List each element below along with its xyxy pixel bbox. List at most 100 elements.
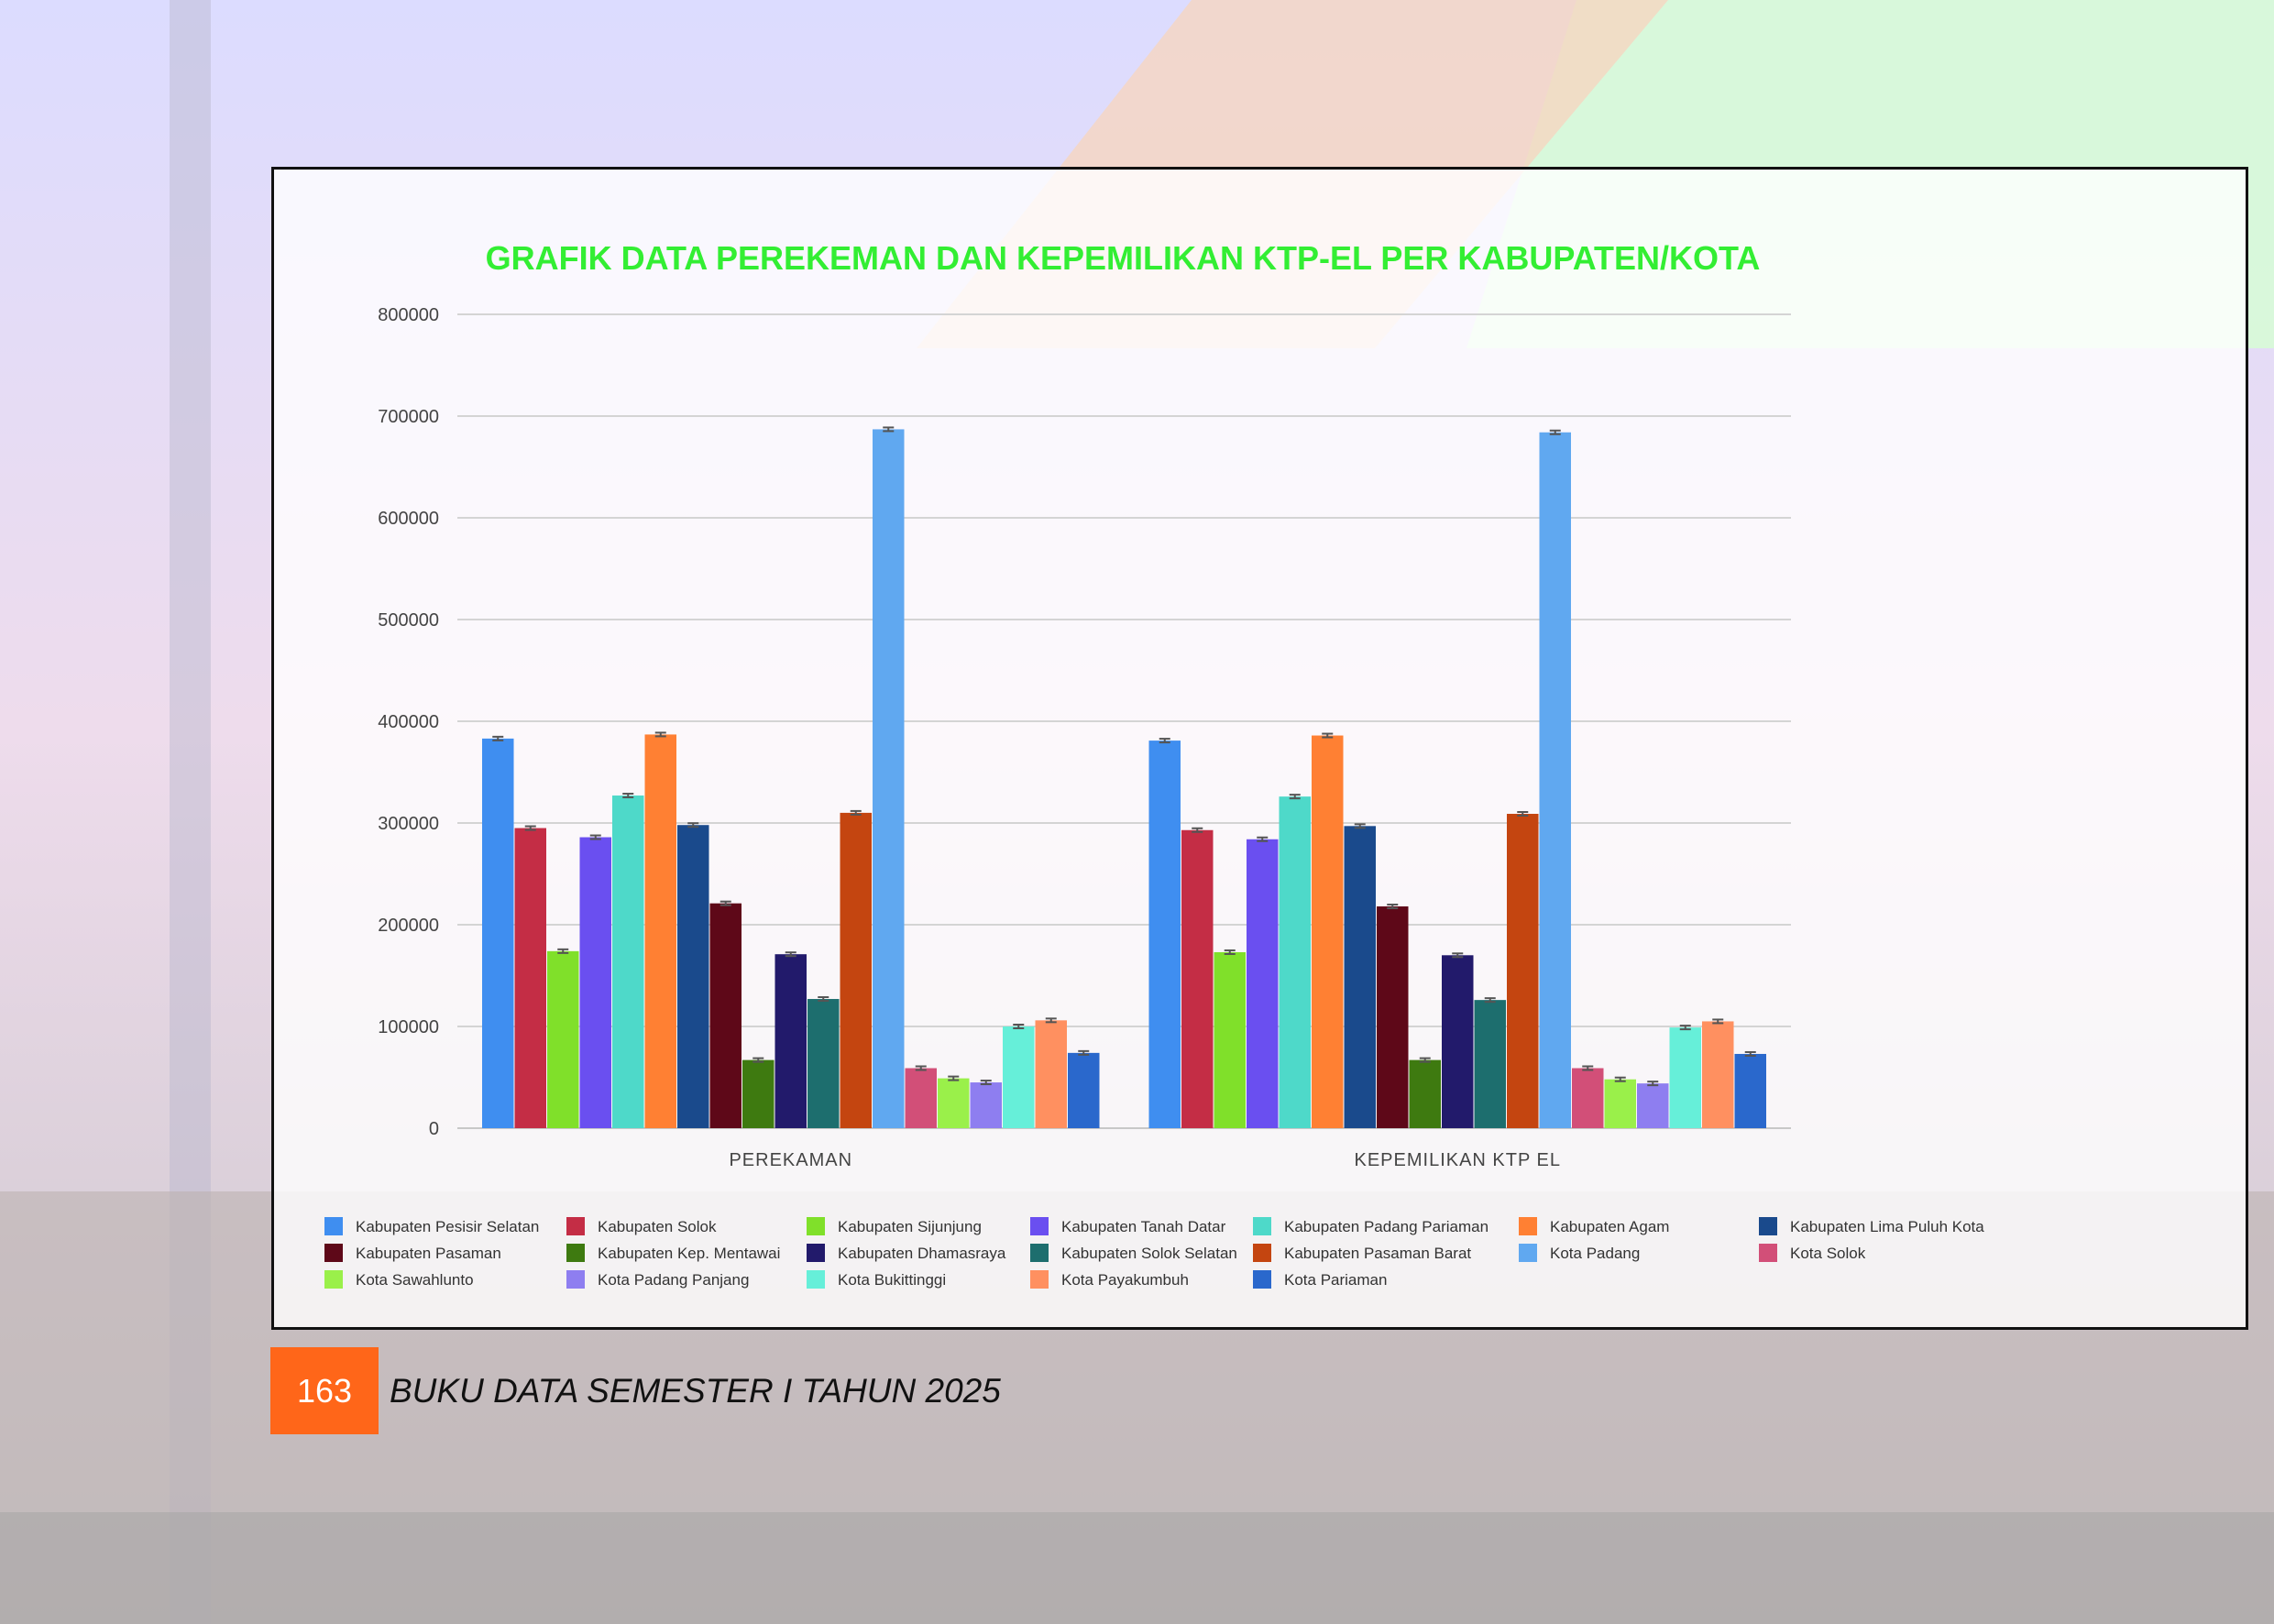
- bar: [1734, 1053, 1766, 1128]
- page-number-box: 163: [270, 1347, 379, 1434]
- bar: [840, 812, 872, 1128]
- legend-swatch: [324, 1270, 343, 1289]
- bar: [1474, 1000, 1506, 1128]
- bar: [1507, 814, 1539, 1128]
- legend-swatch: [807, 1244, 825, 1262]
- legend-item: Kabupaten Padang Pariaman: [1253, 1217, 1489, 1235]
- bar: [1637, 1083, 1669, 1128]
- bar: [514, 828, 546, 1128]
- bar: [1442, 955, 1474, 1128]
- y-tick-label: 400000: [378, 712, 439, 732]
- chart-frame: GRAFIK DATA PEREKEMAN DAN KEPEMILIKAN KT…: [271, 167, 2248, 1330]
- bar: [1539, 432, 1571, 1128]
- bar: [579, 837, 611, 1128]
- legend-item: Kabupaten Pesisir Selatan: [324, 1217, 539, 1235]
- bar-chart: GRAFIK DATA PEREKEMAN DAN KEPEMILIKAN KT…: [324, 239, 1984, 1289]
- chart-title: GRAFIK DATA PEREKEMAN DAN KEPEMILIKAN KT…: [486, 239, 1761, 277]
- bar: [1377, 906, 1409, 1128]
- legend-item: Kabupaten Tanah Datar: [1030, 1217, 1226, 1235]
- legend-item: Kota Bukittinggi: [807, 1270, 946, 1289]
- x-category-label: KEPEMILIKAN KTP EL: [1355, 1150, 1562, 1170]
- legend-item: Kabupaten Solok Selatan: [1030, 1244, 1237, 1262]
- legend-label: Kota Bukittinggi: [838, 1271, 946, 1289]
- bar: [1148, 741, 1181, 1128]
- bar: [1604, 1079, 1636, 1128]
- legend-label: Kabupaten Padang Pariaman: [1284, 1218, 1489, 1235]
- legend-item: Kota Solok: [1759, 1244, 1866, 1262]
- x-axis-categories: PEREKAMAN KEPEMILIKAN KTP EL: [729, 1150, 1562, 1170]
- legend-label: Kabupaten Dhamasraya: [838, 1245, 1006, 1262]
- legend-item: Kabupaten Pasaman: [324, 1244, 501, 1262]
- bar: [1669, 1027, 1701, 1128]
- y-tick-label: 100000: [378, 1017, 439, 1037]
- legend-swatch: [1253, 1217, 1271, 1235]
- bar: [905, 1068, 937, 1128]
- legend-swatch: [566, 1244, 585, 1262]
- legend-swatch: [1030, 1244, 1049, 1262]
- legend: Kabupaten Pesisir Selatan Kabupaten Solok…: [324, 1217, 1984, 1289]
- legend-item: Kabupaten Agam: [1519, 1217, 1669, 1235]
- bar: [612, 796, 644, 1128]
- bar: [1214, 951, 1246, 1128]
- legend-label: Kabupaten Solok: [598, 1218, 717, 1235]
- bar: [1035, 1020, 1067, 1128]
- legend-item: Kabupaten Pasaman Barat: [1253, 1244, 1471, 1262]
- legend-swatch: [566, 1270, 585, 1289]
- legend-label: Kabupaten Pasaman Barat: [1284, 1245, 1471, 1262]
- legend-swatch: [1030, 1217, 1049, 1235]
- y-tick-label: 0: [429, 1119, 439, 1139]
- y-tick-label: 500000: [378, 610, 439, 631]
- legend-label: Kota Sawahlunto: [356, 1271, 474, 1289]
- legend-item: Kota Padang Panjang: [566, 1270, 749, 1289]
- legend-item: Kota Sawahlunto: [324, 1270, 474, 1289]
- legend-label: Kabupaten Sijunjung: [838, 1218, 982, 1235]
- legend-swatch: [324, 1244, 343, 1262]
- y-tick-label: 200000: [378, 916, 439, 936]
- bar: [1344, 826, 1376, 1128]
- bar: [774, 954, 807, 1128]
- page-number: 163: [296, 1371, 353, 1410]
- legend-item: Kabupaten Kep. Mentawai: [566, 1244, 780, 1262]
- legend-swatch: [1253, 1244, 1271, 1262]
- bar: [709, 903, 742, 1128]
- y-tick-label: 300000: [378, 814, 439, 834]
- bar: [1068, 1052, 1100, 1128]
- bar: [1409, 1059, 1441, 1128]
- legend-item: Kota Payakumbuh: [1030, 1270, 1189, 1289]
- y-tick-label: 800000: [378, 305, 439, 325]
- y-axis-ticks: 0 100000 200000 300000 400000 500000 600000 700…: [378, 305, 439, 1139]
- bar: [1279, 796, 1311, 1128]
- bar: [547, 950, 579, 1128]
- bar: [1572, 1068, 1604, 1128]
- legend-label: Kabupaten Tanah Datar: [1061, 1218, 1226, 1235]
- bar: [742, 1059, 774, 1128]
- footer-title: BUKU DATA SEMESTER I TAHUN 2025: [390, 1372, 1001, 1410]
- legend-label: Kota Padang Panjang: [598, 1271, 749, 1289]
- x-category-label: PEREKAMAN: [729, 1150, 852, 1170]
- bar: [1702, 1021, 1734, 1128]
- bar: [1247, 839, 1279, 1128]
- legend-label: Kota Payakumbuh: [1061, 1271, 1189, 1289]
- legend-item: Kota Pariaman: [1253, 1270, 1387, 1289]
- legend-swatch: [807, 1217, 825, 1235]
- legend-label: Kabupaten Pasaman: [356, 1245, 501, 1262]
- legend-label: Kota Solok: [1790, 1245, 1866, 1262]
- legend-swatch: [1030, 1270, 1049, 1289]
- bar: [807, 999, 840, 1128]
- legend-item: Kabupaten Dhamasraya: [807, 1244, 1006, 1262]
- legend-label: Kabupaten Pesisir Selatan: [356, 1218, 539, 1235]
- legend-swatch: [566, 1217, 585, 1235]
- bar: [1181, 829, 1214, 1128]
- legend-swatch: [1253, 1270, 1271, 1289]
- bar: [677, 825, 709, 1128]
- legend-swatch: [1759, 1244, 1777, 1262]
- legend-swatch: [807, 1270, 825, 1289]
- legend-item: Kabupaten Sijunjung: [807, 1217, 982, 1235]
- legend-item: Kabupaten Solok: [566, 1217, 717, 1235]
- legend-swatch: [324, 1217, 343, 1235]
- bar: [938, 1078, 970, 1128]
- legend-swatch: [1519, 1244, 1537, 1262]
- bar: [1312, 735, 1344, 1128]
- bars: [482, 426, 1766, 1128]
- legend-item: Kota Padang: [1519, 1244, 1640, 1262]
